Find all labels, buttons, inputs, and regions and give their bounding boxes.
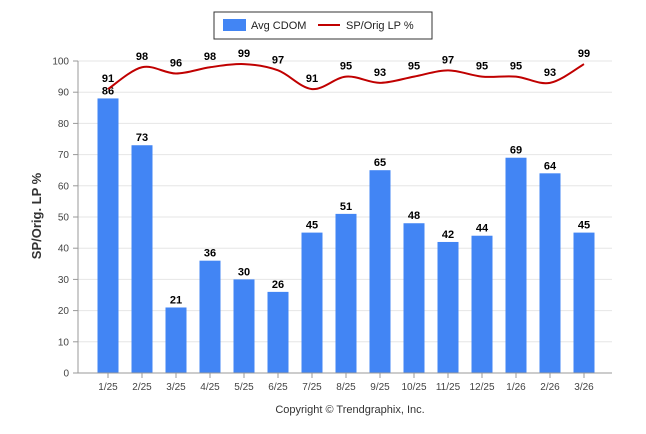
bar [369, 170, 391, 373]
bar [437, 241, 459, 373]
y-tick-label: 90 [58, 88, 70, 99]
y-tick-label: 60 [58, 181, 70, 192]
line-path [107, 63, 585, 91]
x-tick-label: 9/25 [370, 382, 390, 393]
y-tick-label: 100 [52, 57, 69, 68]
x-tick-label: 10/25 [401, 382, 426, 393]
bar [301, 232, 323, 373]
x-tick-label: 3/26 [574, 382, 594, 393]
y-tick-label: 0 [63, 369, 69, 380]
bar-value-label: 44 [476, 223, 489, 235]
bar-value-label: 51 [340, 201, 352, 213]
bar-value-label: 73 [136, 132, 148, 144]
line-value-label: 95 [340, 61, 352, 73]
bar [539, 173, 561, 373]
y-tick-label: 20 [58, 306, 70, 317]
line-value-label: 99 [238, 48, 250, 60]
bar-value-label: 45 [306, 220, 318, 232]
y-tick-label: 50 [58, 213, 70, 224]
x-tick-label: 8/25 [336, 382, 356, 393]
x-tick-label: 11/25 [436, 382, 461, 393]
legend: Avg CDOM SP/Orig LP % [213, 11, 433, 40]
bar-value-label: 48 [408, 210, 420, 222]
y-axis: 0 10 20 30 40 50 60 70 80 90 100 [52, 57, 79, 380]
legend-label-line: SP/Orig LP % [346, 20, 414, 32]
line-value-label: 99 [578, 48, 590, 60]
line-value-label: 95 [510, 61, 522, 73]
bar [165, 307, 187, 373]
bar-value-label: 21 [170, 294, 182, 306]
bar [335, 213, 357, 373]
line-value-label: 96 [170, 57, 182, 69]
bar-value-label: 30 [238, 266, 250, 278]
x-tick-label: 7/25 [302, 382, 322, 393]
line-value-label: 95 [476, 61, 488, 73]
bar-value-label: 69 [510, 145, 522, 157]
line-value-label: 98 [136, 51, 148, 63]
bar [131, 145, 153, 373]
x-axis: 1/25 2/25 3/25 4/25 5/25 6/25 7/25 8/25 9/25 10/2… [78, 372, 612, 393]
line-series: 91 98 96 98 99 97 91 95 93 95 97 95 95 93 99 [102, 48, 590, 91]
bar [233, 279, 255, 373]
x-tick-label: 1/25 [98, 382, 118, 393]
line-value-label: 93 [544, 67, 556, 79]
line-value-label: 95 [408, 61, 420, 73]
bar [471, 235, 493, 373]
bar-value-label: 64 [544, 160, 557, 172]
bar-value-label: 65 [374, 157, 386, 169]
line-value-label: 97 [442, 54, 454, 66]
x-tick-label: 4/25 [200, 382, 220, 393]
line-value-label: 97 [272, 54, 284, 66]
y-tick-label: 30 [58, 275, 70, 286]
x-tick-label: 3/25 [166, 382, 186, 393]
y-axis-title: SP/Orig. LP % [29, 172, 44, 259]
line-value-label: 98 [204, 51, 216, 63]
bar [97, 98, 119, 373]
bar-value-label: 36 [204, 248, 216, 260]
bar [505, 157, 527, 373]
x-tick-label: 2/25 [132, 382, 152, 393]
bar-series: 86 73 21 36 30 26 45 51 65 48 42 44 69 64 45 [97, 85, 595, 373]
bar-value-label: 42 [442, 229, 454, 241]
x-tick-label: 12/25 [469, 382, 494, 393]
line-value-label: 91 [306, 73, 318, 85]
x-tick-label: 6/25 [268, 382, 288, 393]
y-tick-label: 70 [58, 150, 70, 161]
legend-swatch-bar [223, 19, 246, 31]
bar-value-label: 45 [578, 220, 590, 232]
y-tick-label: 40 [58, 244, 70, 255]
bar [403, 223, 425, 373]
x-tick-label: 5/25 [234, 382, 254, 393]
bar-value-label: 86 [102, 85, 114, 97]
bar-value-label: 26 [272, 279, 284, 291]
x-tick-label: 1/26 [506, 382, 526, 393]
line-value-label: 93 [374, 67, 386, 79]
copyright-text: Copyright © Trendgraphix, Inc. [275, 404, 424, 416]
bar [267, 291, 289, 373]
bar [573, 232, 595, 373]
x-tick-label: 2/26 [540, 382, 560, 393]
bar [199, 260, 221, 373]
y-tick-label: 80 [58, 119, 70, 130]
line-value-label: 91 [102, 73, 114, 85]
legend-label-bar: Avg CDOM [251, 20, 306, 32]
y-tick-label: 10 [58, 337, 70, 348]
